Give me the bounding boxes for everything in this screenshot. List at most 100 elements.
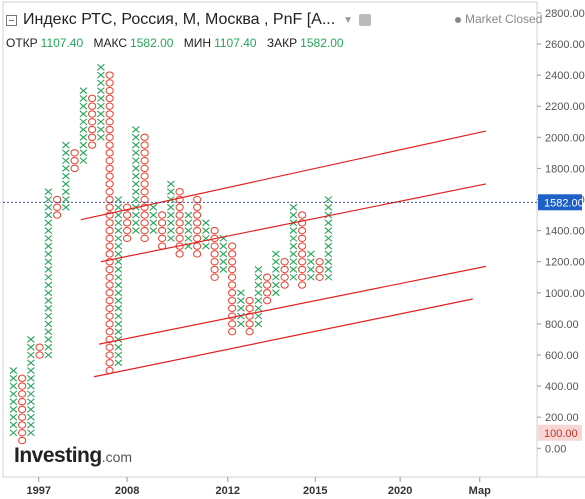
x-box <box>44 281 53 289</box>
o-box <box>227 289 237 297</box>
settings-icon[interactable] <box>359 14 372 26</box>
x-box <box>132 141 140 149</box>
o-box <box>157 219 167 227</box>
x-box <box>254 304 263 312</box>
o-box <box>245 296 254 305</box>
o-box <box>105 343 114 351</box>
o-box <box>297 273 307 281</box>
o-box <box>122 226 132 235</box>
x-box <box>27 367 35 374</box>
x-box <box>114 203 123 211</box>
x-box <box>62 203 70 211</box>
o-box <box>87 125 97 134</box>
x-box <box>114 234 123 242</box>
x-box <box>132 180 140 188</box>
x-box <box>114 211 123 219</box>
o-box <box>297 257 307 266</box>
x-box <box>254 312 263 320</box>
x-box <box>79 118 88 126</box>
o-box <box>157 234 167 243</box>
x-box <box>44 188 53 196</box>
o-box <box>17 390 27 398</box>
x-box <box>44 234 53 242</box>
o-box <box>105 335 114 344</box>
x-box <box>62 180 70 188</box>
current-price-tag <box>538 194 582 211</box>
o-box <box>105 187 114 196</box>
x-tick-label: 2020 <box>388 485 412 497</box>
o-box <box>280 257 289 266</box>
x-box <box>114 196 123 203</box>
o-box <box>297 242 307 250</box>
x-box <box>324 266 333 273</box>
o-box <box>105 312 114 320</box>
o-box <box>105 71 114 79</box>
o-box <box>87 141 97 149</box>
x-box <box>324 211 333 219</box>
o-box <box>105 133 114 142</box>
o-box <box>105 296 114 305</box>
y-tick-label: 1200.00 <box>545 257 585 269</box>
x-box <box>27 406 35 413</box>
x-box <box>272 266 280 273</box>
x-box <box>167 219 175 227</box>
o-box <box>105 320 114 328</box>
x-box <box>149 203 158 211</box>
x-tick-label: 2008 <box>115 485 139 497</box>
x-box <box>97 126 105 133</box>
o-box <box>35 343 44 351</box>
market-status: Market Closed <box>455 12 542 26</box>
o-box <box>262 281 272 289</box>
o-box <box>175 250 184 258</box>
o-box <box>105 273 114 281</box>
x-box <box>44 227 53 235</box>
o-box <box>280 281 289 289</box>
o-box <box>297 234 307 243</box>
o-box <box>140 211 149 219</box>
dropdown-caret-icon[interactable]: ▼ <box>343 14 354 26</box>
x-box <box>324 196 333 203</box>
o-box <box>105 118 114 126</box>
x-box <box>272 289 280 297</box>
x-box <box>254 273 263 281</box>
plot-frame <box>2 1 538 478</box>
x-box <box>237 289 245 297</box>
x-box <box>272 258 280 266</box>
x-box <box>9 421 18 429</box>
o-box <box>52 195 62 204</box>
trend-line <box>93 298 473 378</box>
x-box <box>307 258 315 266</box>
x-box <box>324 273 333 281</box>
o-box <box>175 195 184 204</box>
o-box <box>192 195 202 204</box>
x-box <box>167 188 175 196</box>
o-box <box>175 187 184 196</box>
o-box <box>52 203 62 212</box>
o-box <box>70 156 79 165</box>
o-box <box>245 312 254 320</box>
collapse-icon[interactable] <box>6 14 17 26</box>
x-box <box>44 320 53 328</box>
x-box <box>44 242 53 250</box>
x-box <box>114 219 123 227</box>
x-box <box>44 343 53 351</box>
trend-line <box>80 130 487 221</box>
o-box <box>105 304 114 313</box>
x-box <box>62 157 70 165</box>
x-box <box>79 95 88 102</box>
x-box <box>184 219 193 227</box>
o-box <box>140 219 149 227</box>
o-box <box>227 320 237 328</box>
x-box <box>289 203 298 211</box>
x-box <box>79 141 88 149</box>
open-label: ОТКР <box>6 36 38 50</box>
o-box <box>105 211 114 219</box>
o-box <box>227 296 237 305</box>
x-tick-label: 1997 <box>27 485 51 497</box>
o-box <box>122 203 132 212</box>
x-box <box>324 219 333 227</box>
x-box <box>62 141 70 149</box>
o-box <box>140 149 149 157</box>
x-box <box>114 320 123 328</box>
